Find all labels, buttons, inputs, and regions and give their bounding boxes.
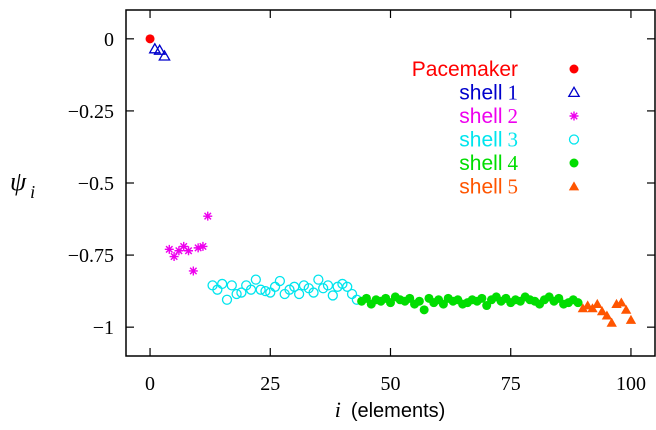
data-point — [193, 243, 203, 253]
legend-item: shell 5 — [459, 175, 580, 199]
series-shell-1 — [148, 42, 171, 61]
data-point — [289, 281, 300, 292]
series-shell-4 — [357, 292, 583, 315]
y-tick-label: 0 — [104, 29, 114, 51]
y-axis-label: ψ i — [10, 167, 35, 202]
data-point — [606, 317, 617, 327]
x-tick-labels: 0 25 50 75 100 — [145, 373, 646, 395]
y-tick-labels: 0 −0.25 −0.5 −0.75 −1 — [68, 29, 114, 339]
y-tick-label: −0.5 — [78, 173, 114, 195]
data-point — [573, 298, 583, 308]
legend-marker — [569, 64, 579, 74]
y-tick-label: −1 — [93, 317, 114, 339]
data-point — [313, 274, 324, 285]
x-tick-label: 25 — [260, 373, 280, 395]
y-tick-label: −0.25 — [68, 101, 114, 123]
legend-marker — [569, 158, 579, 168]
data-point — [592, 298, 603, 308]
legend-item: shell 1 — [459, 81, 581, 105]
data-point — [419, 305, 429, 315]
x-tick-label: 100 — [616, 373, 646, 395]
data-point — [174, 246, 184, 256]
data-point — [274, 275, 286, 287]
x-tick-label: 75 — [501, 373, 521, 395]
data-points — [145, 34, 637, 327]
data-point — [231, 288, 242, 300]
legend-item: shell 3 — [459, 128, 580, 152]
legend-marker — [568, 134, 580, 145]
data-point — [293, 288, 305, 300]
legend-item: Pacemaker — [412, 58, 579, 81]
x-axis-variable: i — [335, 397, 341, 422]
data-point — [221, 294, 233, 305]
x-tick-label: 50 — [381, 373, 401, 395]
series-shell-3 — [207, 274, 362, 305]
data-point — [620, 304, 632, 314]
data-point — [577, 303, 589, 313]
legend-label: shell 3 — [459, 128, 518, 152]
legend-label: Pacemaker — [412, 58, 518, 81]
data-point — [322, 280, 334, 291]
data-point — [179, 241, 189, 251]
plot-frame — [125, 9, 656, 357]
data-point — [250, 274, 261, 285]
x-axis-label: i (elements) — [335, 397, 446, 422]
data-point — [255, 284, 266, 295]
data-point — [596, 306, 608, 316]
data-point — [346, 288, 358, 300]
data-point — [236, 287, 247, 298]
tick-marks — [126, 10, 655, 356]
series-shell-5 — [577, 297, 637, 327]
data-point — [616, 297, 627, 307]
data-point — [145, 34, 155, 44]
data-point — [601, 310, 613, 320]
data-point — [198, 241, 208, 251]
data-point — [308, 287, 319, 298]
data-point — [625, 314, 637, 324]
data-point — [158, 49, 171, 61]
data-point — [169, 252, 179, 262]
series-pacemaker — [145, 34, 155, 44]
data-point — [226, 280, 237, 291]
legend-label: shell 2 — [459, 104, 518, 128]
data-point — [184, 246, 194, 256]
legend-label: shell 5 — [459, 175, 518, 199]
data-point — [217, 278, 228, 290]
y-axis-subscript: i — [30, 182, 35, 202]
legend-item: shell 2 — [459, 104, 579, 128]
legend-marker — [569, 111, 579, 121]
data-point — [164, 244, 174, 254]
x-axis-unit: (elements) — [351, 400, 445, 422]
legend-label: shell 4 — [459, 151, 518, 175]
series-shell-2 — [164, 211, 213, 276]
y-tick-label: −0.75 — [68, 245, 114, 267]
x-tick-label: 0 — [145, 373, 155, 395]
data-point — [260, 285, 271, 297]
data-point — [342, 281, 353, 292]
legend-marker — [567, 86, 581, 98]
data-point — [203, 211, 213, 221]
data-point — [153, 43, 166, 55]
legend-marker — [568, 181, 580, 191]
y-axis-variable: ψ — [10, 167, 27, 196]
data-point — [477, 293, 487, 303]
data-point — [269, 281, 281, 292]
legend-label: shell 1 — [459, 81, 518, 105]
data-point — [414, 296, 424, 306]
legend-item: shell 4 — [459, 151, 579, 175]
data-point — [327, 290, 338, 301]
data-point — [188, 266, 198, 276]
